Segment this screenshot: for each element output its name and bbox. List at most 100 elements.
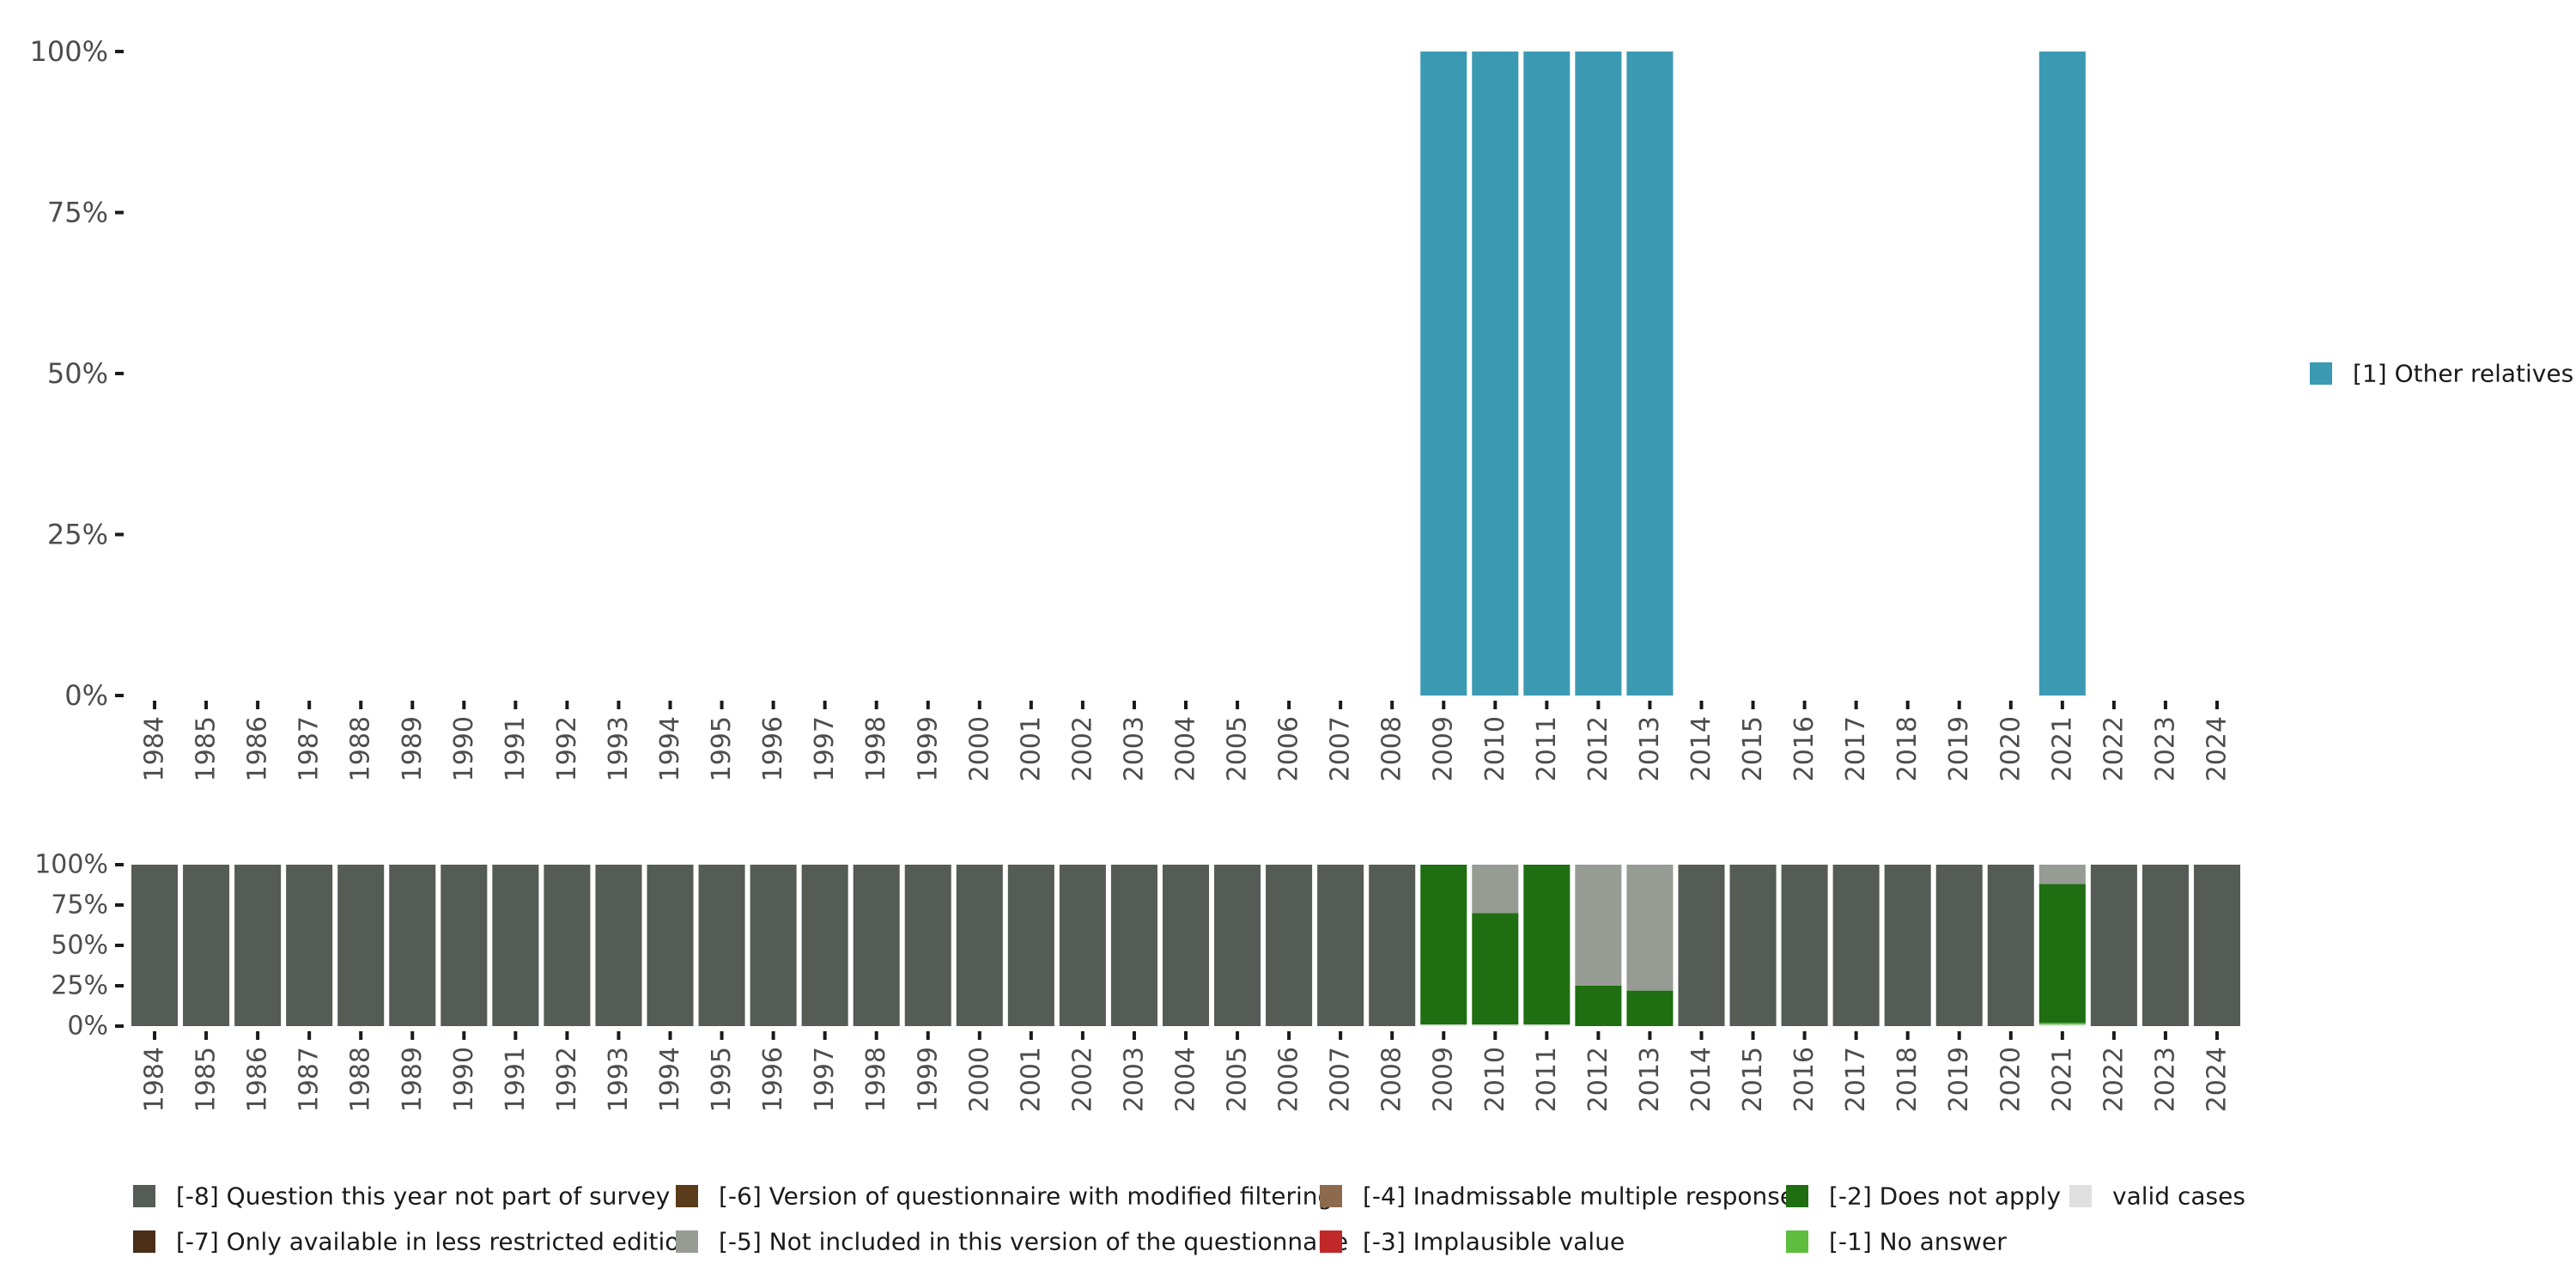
top-x-tick-label: 1992 — [552, 716, 582, 781]
bottom-legend-swatch-6-version-of-questionnaire-with-modified-filtering — [676, 1185, 698, 1207]
bottom-x-tick-label: 1990 — [449, 1047, 479, 1112]
bottom-x-tick-label: 1999 — [913, 1047, 943, 1112]
top-x-tick-label: 1986 — [243, 716, 273, 781]
bottom-x-tick-label: 2012 — [1583, 1047, 1613, 1112]
top-x-tick-label: 2018 — [1893, 716, 1923, 781]
top-chart-legend: [1] Other relatives — [2310, 360, 2573, 388]
top-x-tick-label: 1984 — [140, 716, 170, 781]
bottom-bar-2010-valid-cases — [1472, 1024, 1519, 1026]
bottom-x-tick-label: 2024 — [2202, 1047, 2232, 1112]
bottom-bar-2002-8-question-this-year-not-part-of-survey — [1059, 865, 1106, 1026]
top-x-tick-label: 2014 — [1686, 716, 1716, 781]
bottom-chart-legend: [-8] Question this year not part of surv… — [133, 1182, 2245, 1256]
bottom-bar-2011-valid-cases — [1523, 1024, 1571, 1026]
bottom-bar-1993-8-question-this-year-not-part-of-survey — [595, 865, 642, 1026]
bottom-x-tick-label: 2001 — [1016, 1047, 1046, 1112]
bottom-x-tick-label: 1988 — [346, 1047, 376, 1112]
top-bar-2012-1-other-relatives — [1575, 52, 1622, 696]
bottom-bar-2010-5-not-included-in-this-version-of-the-questionnaire — [1472, 865, 1519, 914]
bottom-legend-label-2-does-not-apply: [-2] Does not apply — [1829, 1182, 2061, 1211]
top-x-tick-label: 2011 — [1532, 716, 1562, 781]
top-x-tick-label: 1988 — [346, 716, 376, 781]
bottom-legend-swatch-2-does-not-apply — [1786, 1185, 1808, 1207]
top-x-tick-label: 2012 — [1583, 716, 1613, 781]
bottom-bar-1989-8-question-this-year-not-part-of-survey — [389, 865, 436, 1026]
top-x-tick-label: 2016 — [1789, 716, 1820, 781]
bottom-x-tick-label: 2011 — [1532, 1047, 1562, 1112]
bottom-bar-2013-5-not-included-in-this-version-of-the-questionnaire — [1626, 865, 1674, 991]
bottom-legend-label-4-inadmissable-multiple-response: [-4] Inadmissable multiple response — [1363, 1182, 1795, 1211]
bottom-bar-2022-8-question-this-year-not-part-of-survey — [2090, 865, 2137, 1026]
bottom-bar-2021-1-no-answer — [2038, 1023, 2086, 1025]
bottom-y-tick-label: 25% — [51, 971, 108, 1001]
top-x-tick-label: 1989 — [398, 716, 428, 781]
bottom-x-tick-label: 2007 — [1326, 1047, 1356, 1112]
bottom-legend-label-7-only-available-in-less-restricted-edition: [-7] Only available in less restricted e… — [176, 1228, 695, 1256]
top-y-tick-label: 100% — [30, 35, 108, 68]
bottom-bar-2001-8-question-this-year-not-part-of-survey — [1007, 865, 1054, 1026]
bottom-bar-2021-valid-cases — [2038, 1024, 2086, 1026]
top-bar-2013-1-other-relatives — [1626, 52, 1674, 696]
bottom-legend-swatch-3-implausible-value — [1320, 1230, 1342, 1253]
bottom-bar-2007-8-question-this-year-not-part-of-survey — [1317, 865, 1364, 1026]
bottom-legend-label-valid-cases: valid cases — [2112, 1182, 2245, 1211]
top-bar-2009-1-other-relatives — [1420, 52, 1467, 696]
bottom-bar-2005-8-question-this-year-not-part-of-survey — [1214, 865, 1261, 1026]
bottom-x-tick-label: 2013 — [1635, 1047, 1665, 1112]
top-y-tick-label: 25% — [47, 519, 108, 551]
bottom-legend-swatch-1-no-answer — [1786, 1230, 1808, 1253]
bottom-x-tick-label: 1992 — [552, 1047, 582, 1112]
bottom-y-tick-label: 50% — [51, 931, 108, 961]
bottom-bar-2019-8-question-this-year-not-part-of-survey — [1935, 865, 1983, 1026]
bottom-legend-swatch-4-inadmissable-multiple-response — [1320, 1185, 1342, 1207]
top-y-tick-label: 50% — [47, 357, 108, 390]
top-x-tick-label: 1993 — [604, 716, 634, 781]
bottom-x-tick-label: 2014 — [1686, 1047, 1716, 1112]
top-legend-label: [1] Other relatives — [2353, 360, 2573, 388]
top-x-tick-label: 1995 — [707, 716, 737, 781]
top-x-tick-label: 2021 — [2047, 716, 2077, 781]
bottom-legend-swatch-5-not-included-in-this-version-of-the-questionnaire — [676, 1230, 698, 1253]
bottom-x-tick-label: 2002 — [1067, 1047, 1097, 1112]
bottom-bar-1988-8-question-this-year-not-part-of-survey — [337, 865, 385, 1026]
bottom-x-tick-label: 2021 — [2047, 1047, 2077, 1112]
bottom-bar-2003-8-question-this-year-not-part-of-survey — [1110, 865, 1157, 1026]
top-bar-2010-1-other-relatives — [1472, 52, 1519, 696]
bottom-bar-2021-5-not-included-in-this-version-of-the-questionnaire — [2038, 865, 2086, 884]
bottom-bar-2015-8-question-this-year-not-part-of-survey — [1729, 865, 1777, 1026]
bottom-x-tick-label: 2006 — [1274, 1047, 1304, 1112]
bottom-bar-2021-2-does-not-apply — [2038, 884, 2086, 1024]
bottom-bar-2018-8-question-this-year-not-part-of-survey — [1884, 865, 1931, 1026]
top-x-tick-label: 2006 — [1274, 716, 1304, 781]
top-x-tick-label: 2008 — [1377, 716, 1407, 781]
bottom-x-tick-label: 1996 — [758, 1047, 788, 1112]
bottom-bar-2008-8-question-this-year-not-part-of-survey — [1369, 865, 1416, 1026]
bottom-bar-1987-8-question-this-year-not-part-of-survey — [286, 865, 333, 1026]
bottom-bar-2004-8-question-this-year-not-part-of-survey — [1162, 865, 1210, 1026]
top-x-tick-label: 2002 — [1067, 716, 1097, 781]
bottom-y-tick-label: 100% — [34, 850, 108, 880]
bottom-bar-1986-8-question-this-year-not-part-of-survey — [234, 865, 282, 1026]
bottom-bar-2014-8-question-this-year-not-part-of-survey — [1678, 865, 1725, 1026]
bottom-x-tick-label: 2017 — [1841, 1047, 1871, 1112]
bottom-bar-1996-8-question-this-year-not-part-of-survey — [750, 865, 797, 1026]
bottom-x-tick-label: 2022 — [2099, 1047, 2129, 1112]
bottom-x-tick-label: 2016 — [1789, 1047, 1820, 1112]
top-y-tick-label: 0% — [64, 679, 108, 712]
top-bar-2021-1-other-relatives — [2038, 52, 2086, 696]
bottom-legend-label-1-no-answer: [-1] No answer — [1829, 1228, 2007, 1256]
bottom-bar-2013-2-does-not-apply — [1626, 990, 1674, 1026]
bottom-bar-2000-8-question-this-year-not-part-of-survey — [956, 865, 1003, 1026]
top-legend-swatch — [2310, 362, 2332, 385]
bottom-legend-label-6-version-of-questionnaire-with-modified-filtering: [-6] Version of questionnaire with modif… — [719, 1182, 1333, 1211]
bottom-x-tick-label: 2008 — [1377, 1047, 1407, 1112]
top-x-tick-label: 2007 — [1326, 716, 1356, 781]
top-x-tick-label: 1991 — [501, 716, 531, 781]
bottom-x-tick-label: 2015 — [1738, 1047, 1768, 1112]
top-x-tick-label: 2004 — [1171, 716, 1201, 781]
top-x-tick-label: 1985 — [191, 716, 222, 781]
bottom-bar-2011-2-does-not-apply — [1523, 865, 1571, 1025]
top-x-tick-label: 1987 — [295, 716, 325, 781]
top-x-tick-label: 2023 — [2150, 716, 2180, 781]
